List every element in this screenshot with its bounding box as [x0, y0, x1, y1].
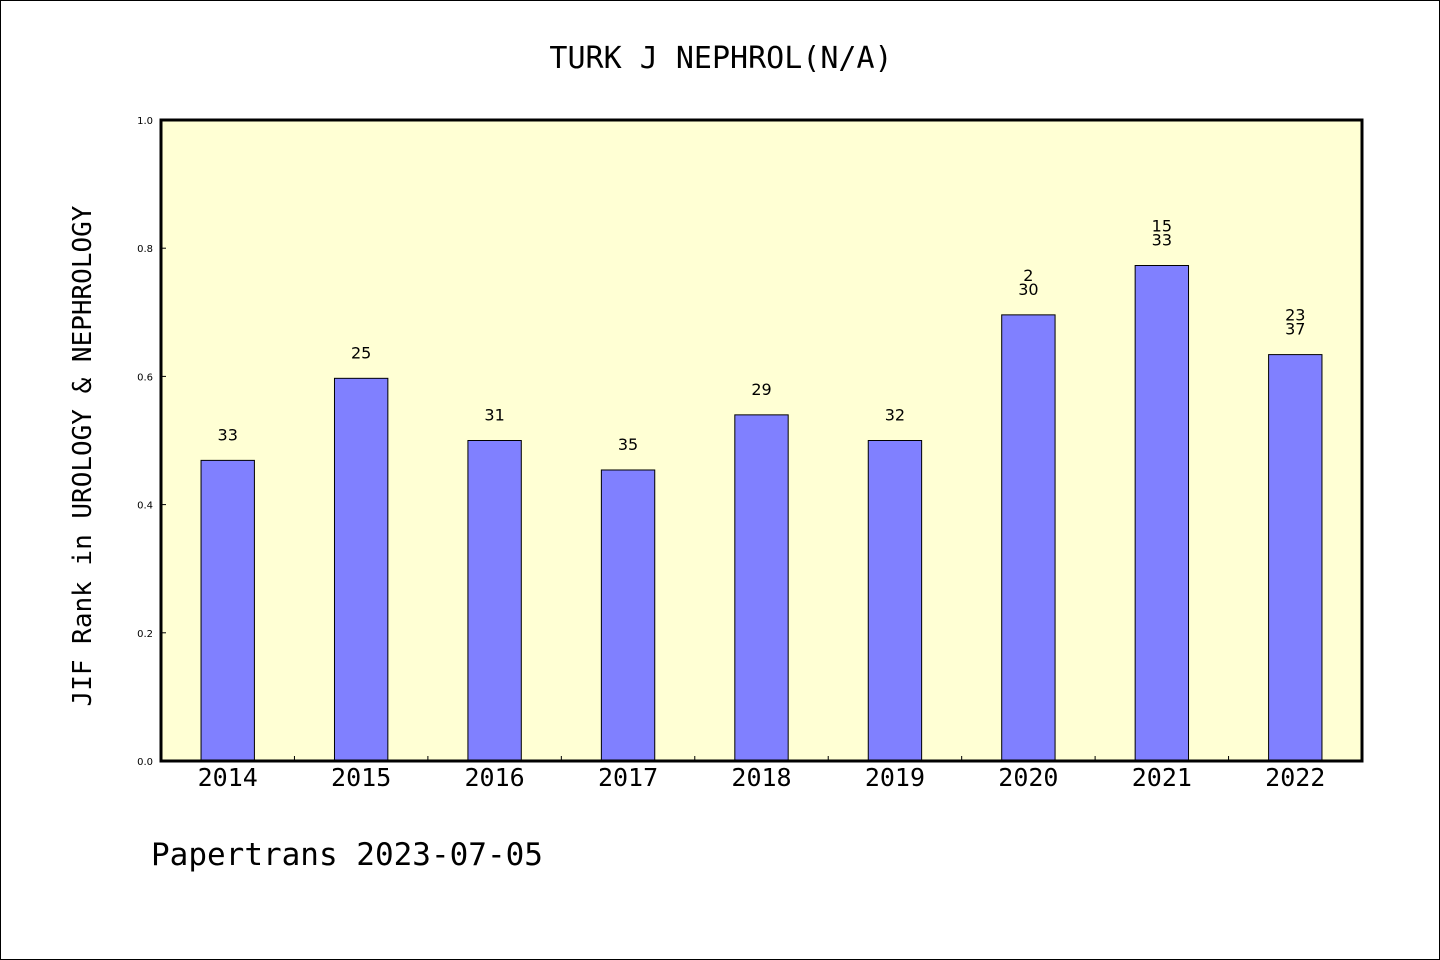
x-tick-label: 2022 — [1265, 763, 1325, 792]
data-label: 33 — [218, 425, 238, 444]
data-label: 35 — [618, 435, 638, 454]
bar-2022 — [1268, 354, 1323, 762]
data-label: 2 — [1023, 266, 1033, 285]
data-label: 15 — [1152, 217, 1172, 236]
data-label: 25 — [351, 343, 371, 362]
x-tick-label: 2017 — [598, 763, 658, 792]
y-tick-label: 1.0 — [137, 116, 153, 127]
x-tick-label: 2014 — [198, 763, 258, 792]
chart-title: TURK J NEPHROL(N/A) — [549, 41, 892, 76]
bar-2019 — [867, 440, 923, 762]
y-tick-label: 0.0 — [137, 757, 153, 768]
x-axis-ticks: 2014 2015 2016 2017 2018 2019 2020 2021 2022 — [198, 756, 1325, 792]
x-tick-label: 2016 — [465, 763, 525, 792]
bar-2016 — [467, 440, 522, 762]
data-label: 30 — [1018, 280, 1038, 299]
x-tick-label: 2018 — [731, 763, 791, 792]
data-label: 33 — [1152, 231, 1172, 250]
x-tick-label: 2015 — [331, 763, 391, 792]
y-tick-label: 0.6 — [137, 372, 153, 383]
y-axis-label: JIF Rank in UROLOGY & NEPHROLOGY — [68, 205, 98, 706]
x-tick-label: 2019 — [865, 763, 925, 792]
bar-2018 — [734, 414, 789, 762]
bar-2020 — [1001, 314, 1056, 762]
data-label: 37 — [1285, 320, 1305, 339]
bars-group — [200, 265, 1323, 762]
footer-credit: Papertrans 2023-07-05 — [151, 837, 543, 873]
bar-2021 — [1134, 265, 1190, 762]
x-tick-label: 2021 — [1132, 763, 1192, 792]
y-tick-label: 0.4 — [137, 501, 153, 512]
bar-2015 — [333, 377, 389, 762]
data-label: 31 — [484, 406, 504, 425]
bar-2014 — [200, 459, 255, 762]
data-label: 32 — [885, 406, 905, 425]
data-label: 29 — [751, 380, 771, 399]
x-tick-label: 2020 — [998, 763, 1058, 792]
plot-frame — [159, 118, 1364, 763]
bar-2017 — [600, 469, 656, 762]
data-label: 23 — [1285, 306, 1305, 325]
y-tick-label: 0.2 — [137, 629, 153, 640]
y-tick-label: 0.8 — [137, 244, 153, 255]
